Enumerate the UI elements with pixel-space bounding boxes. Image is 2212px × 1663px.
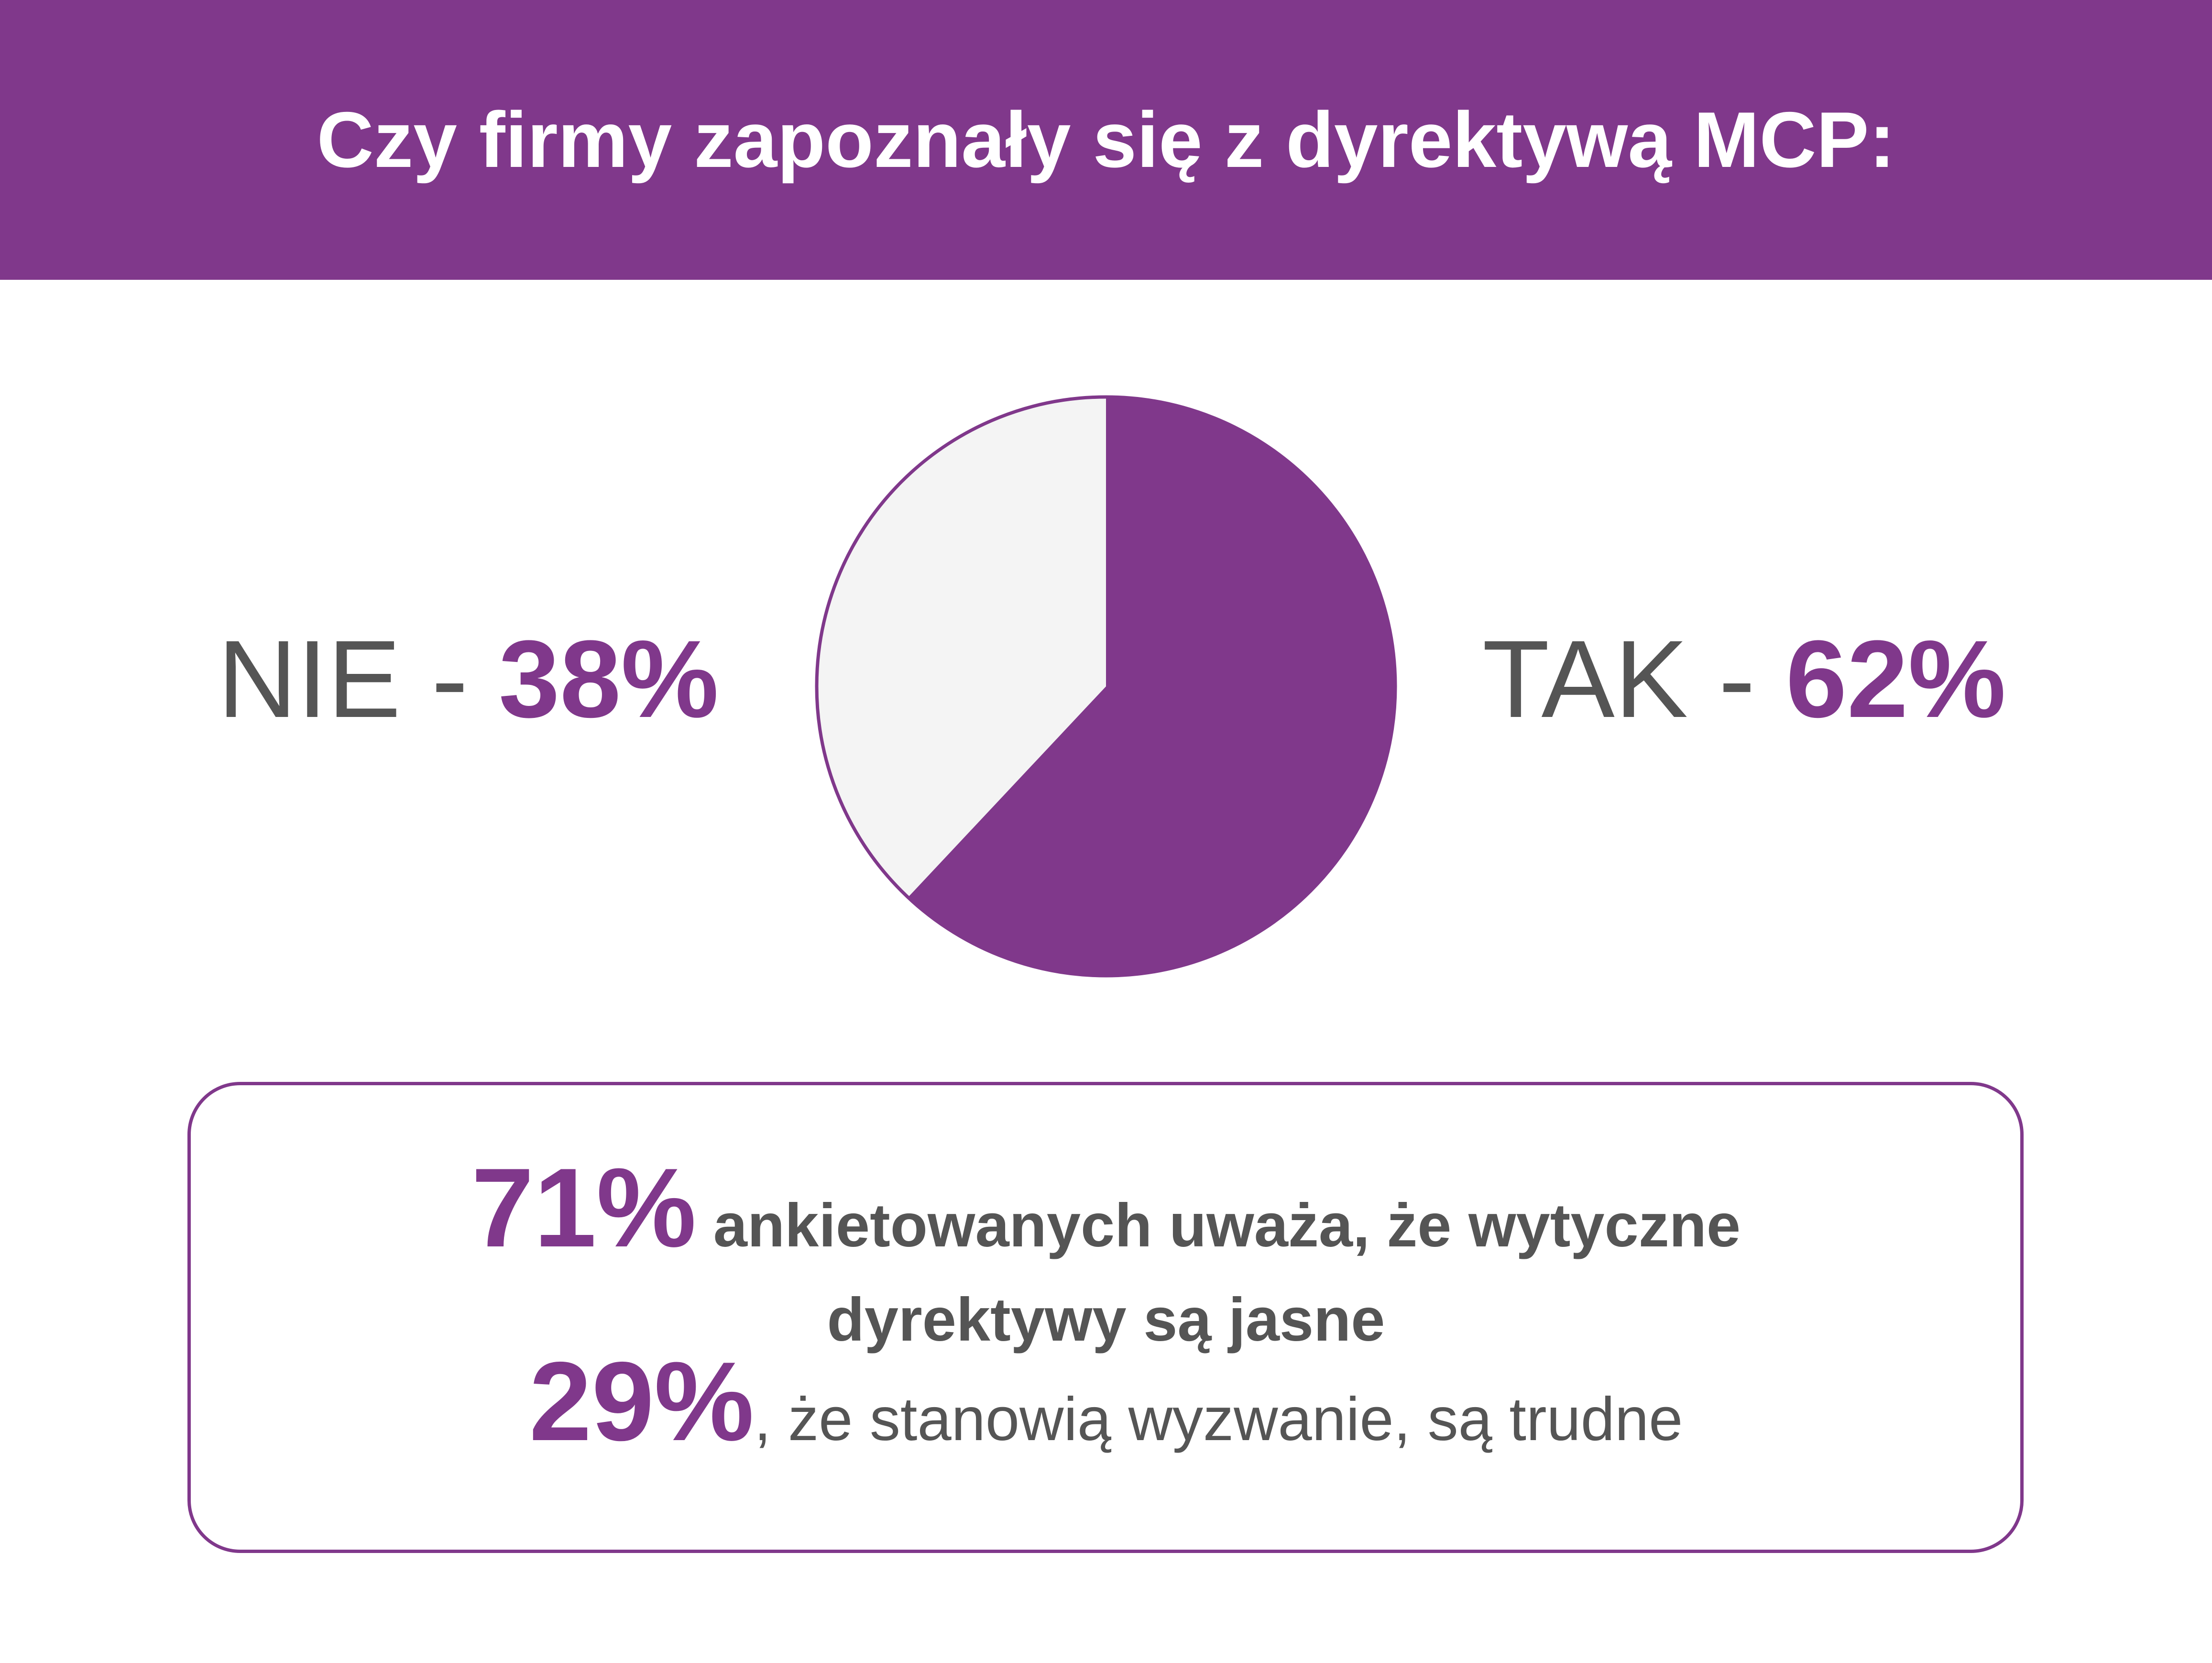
info-line-2-text: dyrektywy są jasne [827, 1286, 1385, 1354]
header-bar [0, 0, 2212, 280]
info-line-3-text: , że stanowią wyzwanie, są trudne [754, 1385, 1683, 1454]
pie-slice-nie [817, 397, 1106, 898]
label-nie-name: NIE [218, 617, 401, 740]
pie-slice-tak [908, 397, 1395, 976]
label-tak-value: 62% [1785, 617, 2006, 740]
info-box [187, 1082, 2024, 1553]
page-title: Czy firmy zapoznały się z dyrektywą MCP: [317, 96, 1895, 184]
label-nie-value: 38% [498, 617, 719, 740]
info-line-3-pct: 29% [529, 1338, 755, 1464]
label-nie: NIE - 38% [218, 617, 719, 741]
info-line-3: 29%, że stanowią wyzwanie, są trudne [0, 1339, 2212, 1464]
info-line-1-pct: 71% [471, 1145, 697, 1270]
info-line-1-text: ankietowanych uważa, że wytyczne [696, 1191, 1741, 1260]
info-line-2: dyrektywy są jasne [0, 1272, 2212, 1368]
label-nie-separator: - [401, 617, 499, 740]
info-line-1: 71% ankietowanych uważa, że wytyczne [0, 1145, 2212, 1270]
pie-outline [815, 395, 1397, 978]
label-tak: TAK - 62% [1482, 617, 2006, 741]
label-tak-separator: - [1688, 617, 1786, 740]
label-tak-name: TAK [1482, 617, 1688, 740]
